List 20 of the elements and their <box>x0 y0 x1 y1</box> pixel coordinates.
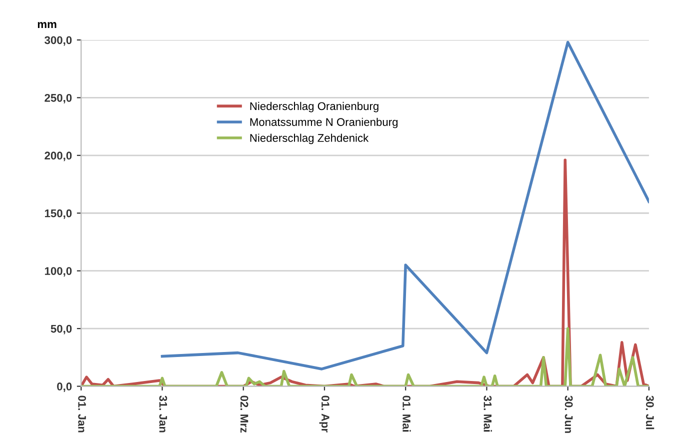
x-tick-label: 31. Jan <box>159 396 168 432</box>
y-tick-label: 200,0 <box>44 152 72 162</box>
y-axis-title: mm <box>38 22 56 28</box>
x-tick-label: 01. Apr <box>319 396 330 432</box>
line-series <box>160 40 649 370</box>
legend-label: Niederschlag Oranienburg <box>250 102 378 112</box>
y-tick-label: 100,0 <box>44 267 72 277</box>
y-tick-label: 300,0 <box>44 36 72 46</box>
y-tick-label: 250,0 <box>44 94 72 104</box>
legend-label: Niederschlag Zehdenick <box>250 134 369 144</box>
y-tick-label: 0,0 <box>57 382 72 392</box>
y-tick-label: 50,0 <box>50 324 72 334</box>
x-tick-label: 30. Jul <box>646 396 654 430</box>
legend-label: Monatssumme N Oranienburg <box>250 118 398 128</box>
x-tick-label: 01. Jan <box>78 396 86 432</box>
x-tick-label: 31. Mai <box>484 396 492 432</box>
x-tick-label: 01. Mai <box>402 396 411 432</box>
y-tick-label: 150,0 <box>44 209 72 219</box>
x-tick-label: 30. Jun <box>564 396 573 433</box>
x-tick-label: 02. Mrz <box>240 396 248 433</box>
